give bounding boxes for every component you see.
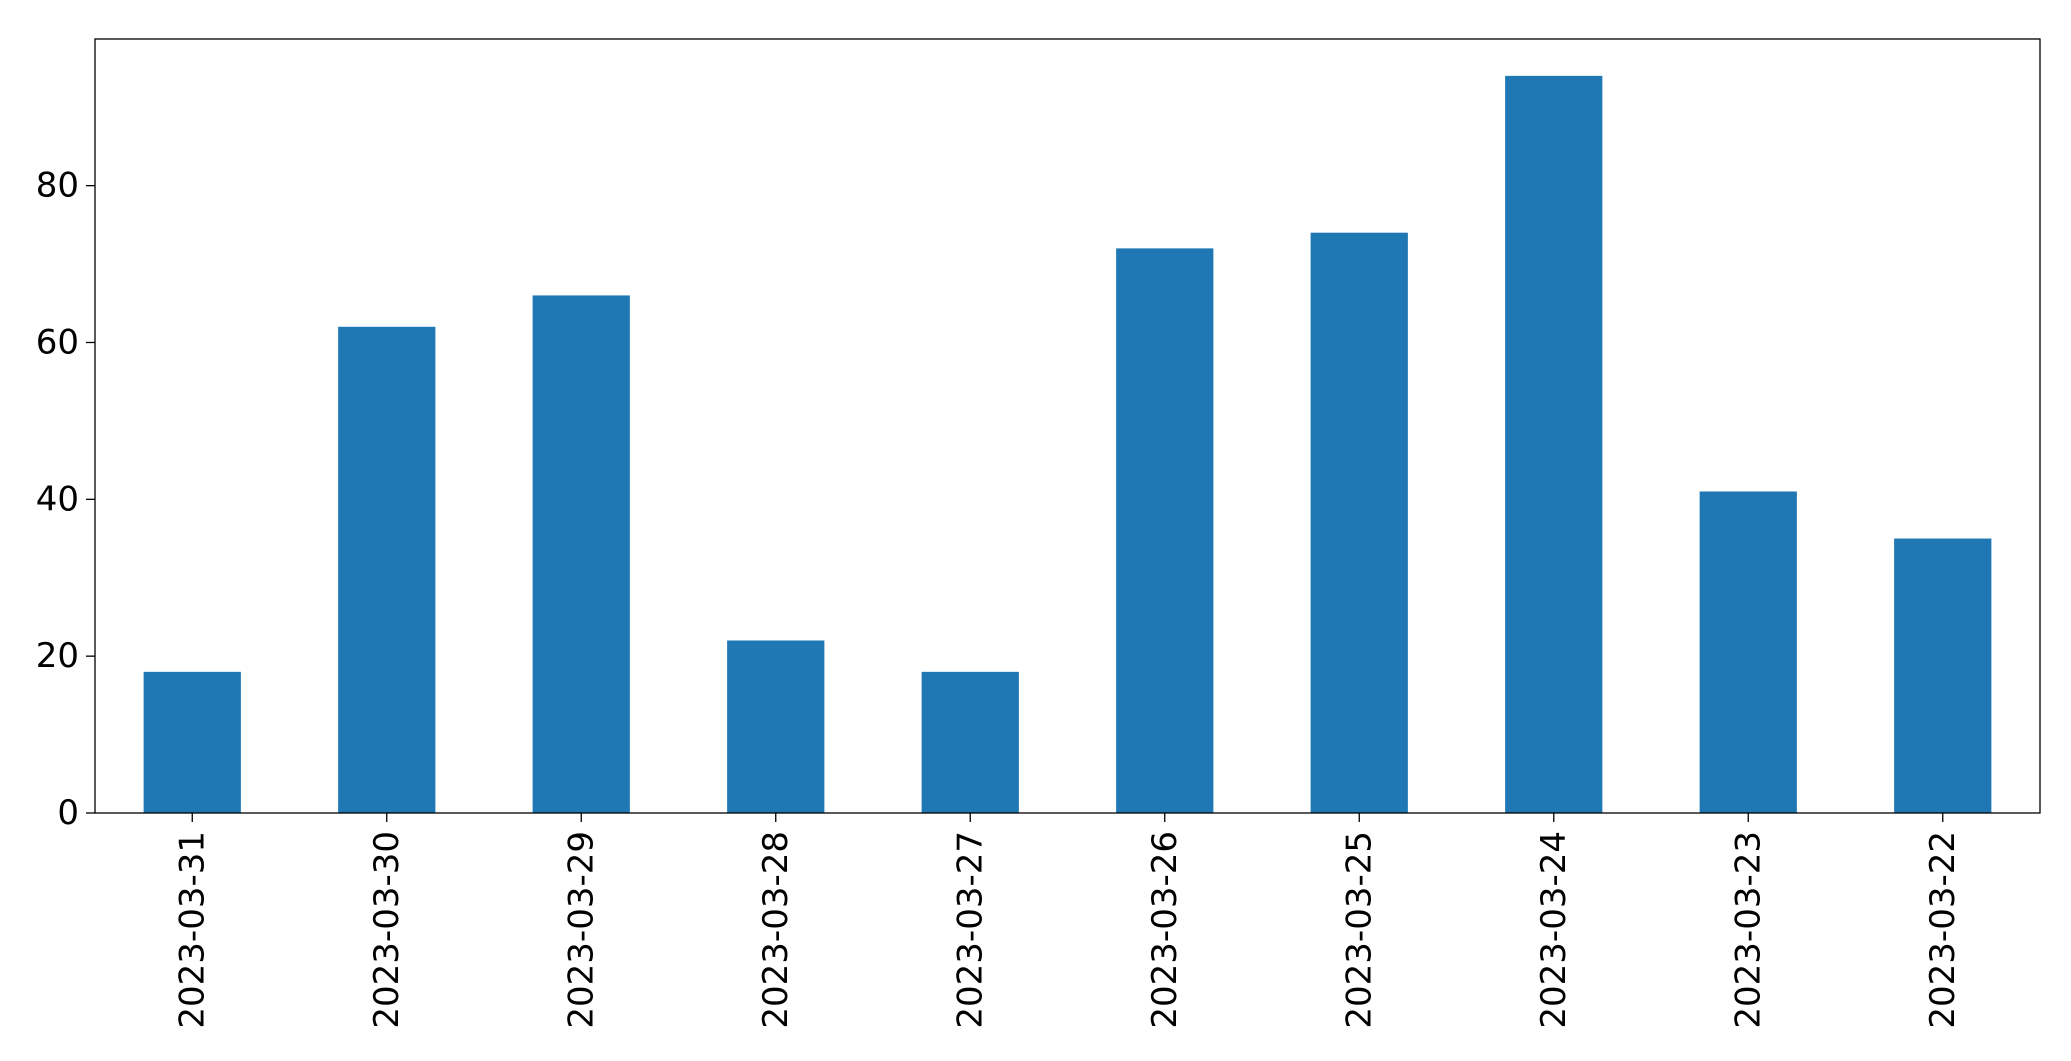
- bar-2023-03-28: [727, 640, 825, 813]
- x-tick-label: 2023-03-29: [561, 831, 601, 1029]
- x-tick-label: 2023-03-31: [172, 831, 212, 1029]
- y-tick-label: 20: [36, 636, 79, 676]
- y-axis: 0 20 40 60 80: [36, 166, 95, 833]
- bar-2023-03-23: [1699, 491, 1797, 813]
- bar-2023-03-24: [1505, 75, 1603, 814]
- x-tick-label: 2023-03-27: [950, 831, 990, 1029]
- x-tick-label: 2023-03-26: [1145, 831, 1185, 1029]
- y-tick-label: 40: [36, 479, 79, 519]
- bar-2023-03-27: [921, 671, 1019, 813]
- bar-2023-03-25: [1310, 232, 1408, 813]
- x-tick-label: 2023-03-22: [1923, 831, 1963, 1029]
- bar-2023-03-22: [1894, 538, 1992, 813]
- bar-2023-03-26: [1116, 248, 1214, 813]
- x-tick-label: 2023-03-24: [1534, 831, 1574, 1029]
- x-axis: 2023-03-31 2023-03-30 2023-03-29 2023-03-28…: [172, 813, 1963, 1029]
- x-tick-label: 2023-03-23: [1728, 831, 1768, 1029]
- x-tick-label: 2023-03-28: [756, 831, 796, 1029]
- x-tick-label: 2023-03-30: [367, 831, 407, 1029]
- plot-frame: [94, 38, 2041, 814]
- y-tick-label: 0: [57, 793, 79, 833]
- bars-layer: [143, 75, 1992, 814]
- bar-2023-03-29: [532, 295, 630, 813]
- y-tick-label: 80: [36, 166, 79, 206]
- bar-2023-03-30: [338, 326, 436, 813]
- bar-2023-03-31: [143, 671, 241, 813]
- x-tick-label: 2023-03-25: [1339, 831, 1379, 1029]
- y-tick-label: 60: [36, 322, 79, 362]
